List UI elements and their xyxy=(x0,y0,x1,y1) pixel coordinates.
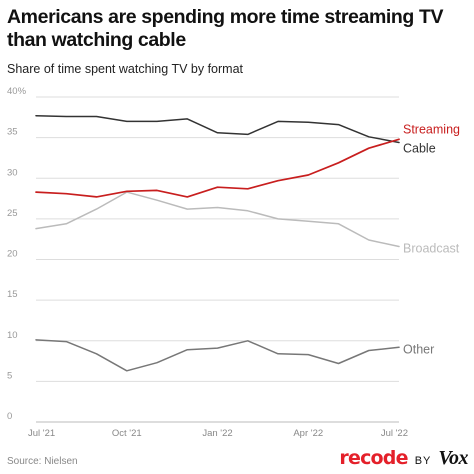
y-tick-label: 5 xyxy=(7,370,12,381)
x-tick-label: Jul '22 xyxy=(381,428,408,439)
series-line-cable xyxy=(35,114,400,144)
x-tick-label: Apr '22 xyxy=(293,428,323,439)
series-line-other xyxy=(35,339,400,372)
y-tick-label: 25 xyxy=(7,208,18,219)
y-tick-label: 30 xyxy=(7,167,18,178)
chart-title: Americans are spending more time streami… xyxy=(7,6,444,51)
series-line-streaming xyxy=(35,138,400,198)
recode-logo: recode xyxy=(339,447,408,469)
brand-by-text: BY xyxy=(414,455,432,467)
series-label-cable: Cable xyxy=(403,142,436,156)
y-tick-label: 35 xyxy=(7,127,18,138)
x-tick-label: Jan '22 xyxy=(202,428,232,439)
x-tick-label: Oct '21 xyxy=(112,428,142,439)
series-line-broadcast xyxy=(35,191,400,248)
y-tick-label: 15 xyxy=(7,289,18,300)
chart-subtitle: Share of time spent watching TV by forma… xyxy=(7,62,243,76)
y-tick-label: 40% xyxy=(7,86,27,97)
series-label-broadcast: Broadcast xyxy=(403,242,460,256)
vox-logo: Vox xyxy=(438,447,468,469)
y-tick-label: 10 xyxy=(7,330,18,341)
brand-logo: recode BY Vox xyxy=(339,447,468,471)
source-note: Source: Nielsen xyxy=(7,456,78,467)
y-tick-label: 0 xyxy=(7,411,12,422)
gridlines xyxy=(36,96,399,423)
series-label-streaming: Streaming xyxy=(403,122,460,136)
x-tick-label: Jul '21 xyxy=(28,428,55,439)
y-tick-label: 20 xyxy=(7,249,18,260)
series-label-other: Other xyxy=(403,342,434,356)
